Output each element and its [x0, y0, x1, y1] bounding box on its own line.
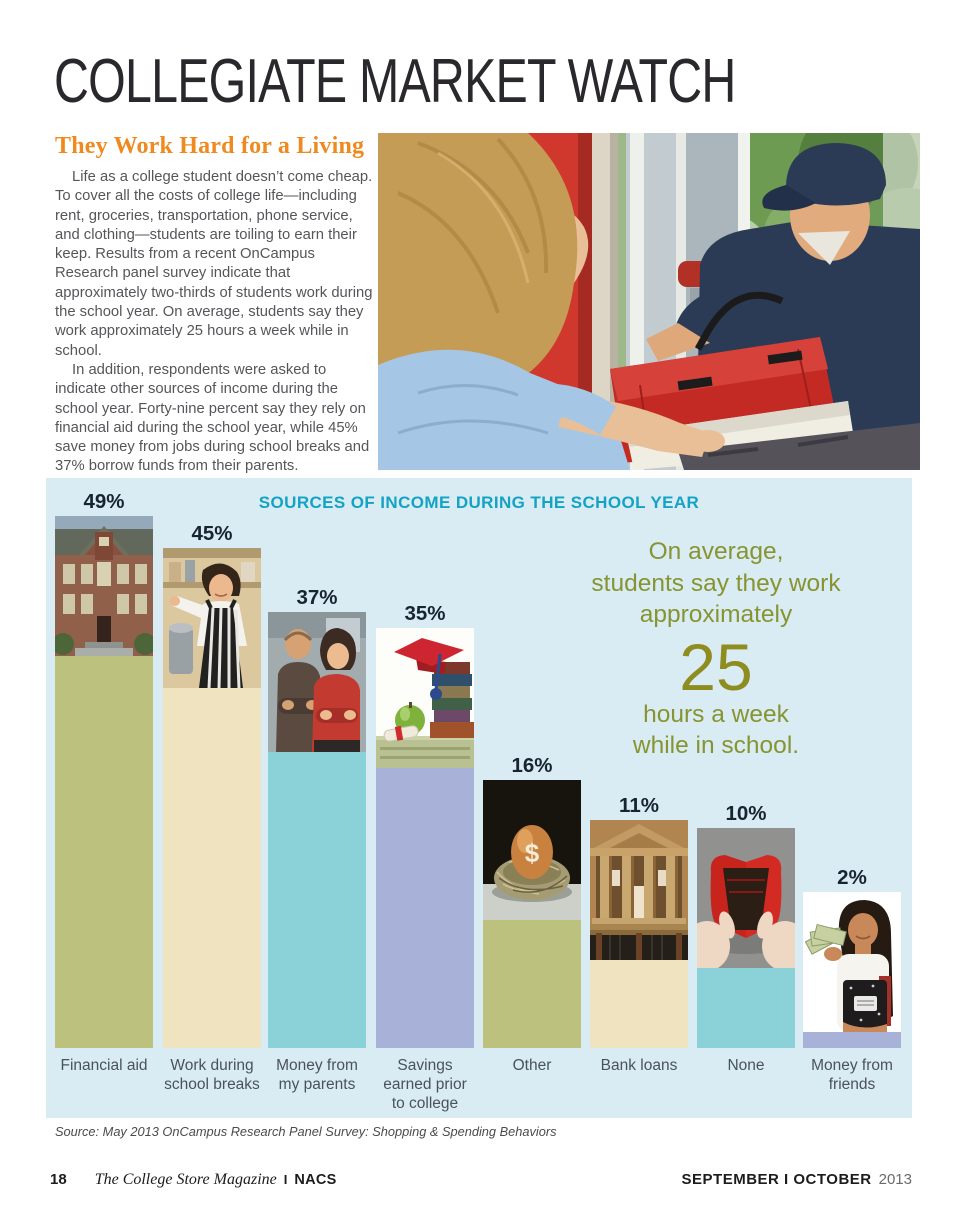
category-label: Work during school breaks — [164, 1057, 260, 1093]
parents-couple-photo — [268, 612, 366, 752]
bar-value-label: 35% — [404, 602, 446, 625]
bar-work-during-school-breaks: 45% — [163, 522, 261, 1048]
bar-value-label: 10% — [725, 802, 767, 825]
bar-fill — [55, 656, 153, 1048]
bar-fill — [803, 1032, 901, 1048]
bar-value-label: 45% — [191, 522, 233, 545]
bar-fill — [697, 968, 795, 1048]
bar-fill — [590, 960, 688, 1048]
article-heading: They Work Hard for a Living — [55, 133, 365, 159]
callout-number: 25 — [679, 629, 753, 704]
bar-value-label: 16% — [511, 754, 553, 777]
page-number: 18 — [50, 1171, 67, 1188]
bar-value-label: 49% — [83, 490, 125, 513]
svg-text:$: $ — [525, 838, 540, 868]
bar-money-from-my-parents: 37% — [268, 586, 366, 1048]
category-label: Other — [512, 1057, 552, 1074]
bar-savings-earned-prior-to-college: 35% — [376, 602, 474, 1048]
bank-building-photo — [590, 820, 688, 960]
empty-wallet-photo — [697, 828, 795, 968]
source-note: Source: May 2013 OnCampus Research Panel… — [55, 1124, 557, 1139]
magazine-name: The College Store Magazine — [94, 1171, 277, 1188]
issue-year: 2013 — [878, 1171, 912, 1188]
article-paragraph-1: Life as a college student doesn’t come c… — [55, 169, 373, 359]
category-label: Money from my parents — [276, 1057, 358, 1093]
average-hours-callout: On average, students say they work appro… — [501, 536, 931, 762]
callout-line-4: hours a week — [643, 700, 789, 728]
callout-line-3: approximately — [639, 601, 793, 628]
bar-financial-aid: 49% — [55, 490, 153, 1048]
page-title: COLLEGIATE MARKET WATCH — [54, 47, 736, 116]
bar-fill — [376, 768, 474, 1048]
category-label: Financial aid — [60, 1057, 148, 1074]
bar-value-label: 11% — [619, 794, 659, 817]
category-label: Savings earned prior to college — [383, 1057, 467, 1112]
bar-bank-loans: 11% — [590, 794, 688, 1048]
cafe-worker-photo — [163, 548, 261, 688]
article-paragraph-2: In addition, respondents were asked to i… — [55, 361, 370, 475]
page-footer: 18 The College Store Magazine I NACS SEP… — [50, 1171, 912, 1189]
callout-line-1: On average, — [648, 538, 784, 565]
chart-title: SOURCES OF INCOME DURING THE SCHOOL YEAR — [258, 493, 700, 512]
category-label: Bank loans — [600, 1057, 678, 1074]
article-body: Life as a college student doesn’t come c… — [55, 168, 377, 477]
callout-line-5: while in school. — [632, 732, 800, 759]
friend-with-cash-photo — [803, 892, 901, 1032]
issue-date: SEPTEMBER I OCTOBER — [681, 1171, 872, 1188]
footer-separator: I — [283, 1172, 288, 1187]
bar-fill — [268, 752, 366, 1048]
bar-value-label: 2% — [837, 866, 867, 889]
bar-none: 10% — [697, 802, 795, 1048]
graduation-savings-photo — [376, 628, 474, 768]
income-chart-panel: SOURCES OF INCOME DURING THE SCHOOL YEAR… — [46, 478, 912, 1118]
callout-line-2: students say they work — [591, 569, 841, 597]
pizza-delivery-photo — [378, 133, 920, 470]
category-label: None — [727, 1057, 765, 1074]
customer-woman-figure — [378, 133, 725, 470]
bar-money-from-friends: 2% — [803, 866, 901, 1048]
nest-egg-photo: $ — [483, 780, 581, 920]
pizza-delivery-illustration — [378, 133, 920, 470]
bar-fill — [163, 688, 261, 1048]
bar-value-label: 37% — [296, 586, 338, 609]
college-building-photo — [55, 516, 153, 656]
bar-fill — [483, 920, 581, 1048]
org-name: NACS — [294, 1172, 337, 1188]
category-label: Money from friends — [811, 1057, 893, 1093]
bar-other: 16% $ — [483, 754, 581, 1048]
